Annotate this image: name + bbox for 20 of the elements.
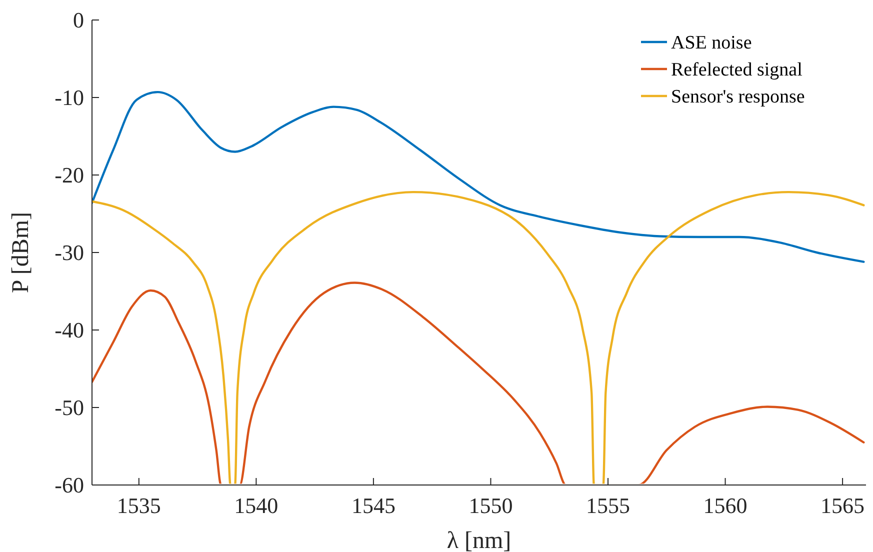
x-tick-label: 1560 (703, 493, 748, 518)
y-tick-label: -60 (54, 472, 84, 498)
y-tick-label: -50 (54, 395, 84, 420)
y-tick-label: 0 (73, 8, 84, 33)
x-tick-label: 1535 (116, 493, 161, 518)
x-tick-label: 1540 (234, 493, 278, 518)
x-tick-label: 1545 (351, 493, 396, 518)
line-series (92, 90, 865, 263)
y-tick-label: -10 (54, 85, 84, 110)
legend-label: ASE noise (671, 32, 752, 54)
legend-label: Refelected signal (671, 60, 802, 81)
y-axis-title: P [dBm] (8, 212, 34, 294)
x-tick-label: 1565 (820, 493, 865, 518)
x-tick-label: 1555 (586, 493, 630, 518)
legend-label: Sensor's response (671, 86, 805, 108)
x-tick-label: 1550 (468, 493, 513, 518)
x-axis-title: λ [nm] (446, 528, 512, 552)
y-tick-label: -40 (54, 318, 84, 343)
y-tick-label: -20 (54, 162, 84, 188)
y-tick-label: -30 (54, 240, 84, 266)
